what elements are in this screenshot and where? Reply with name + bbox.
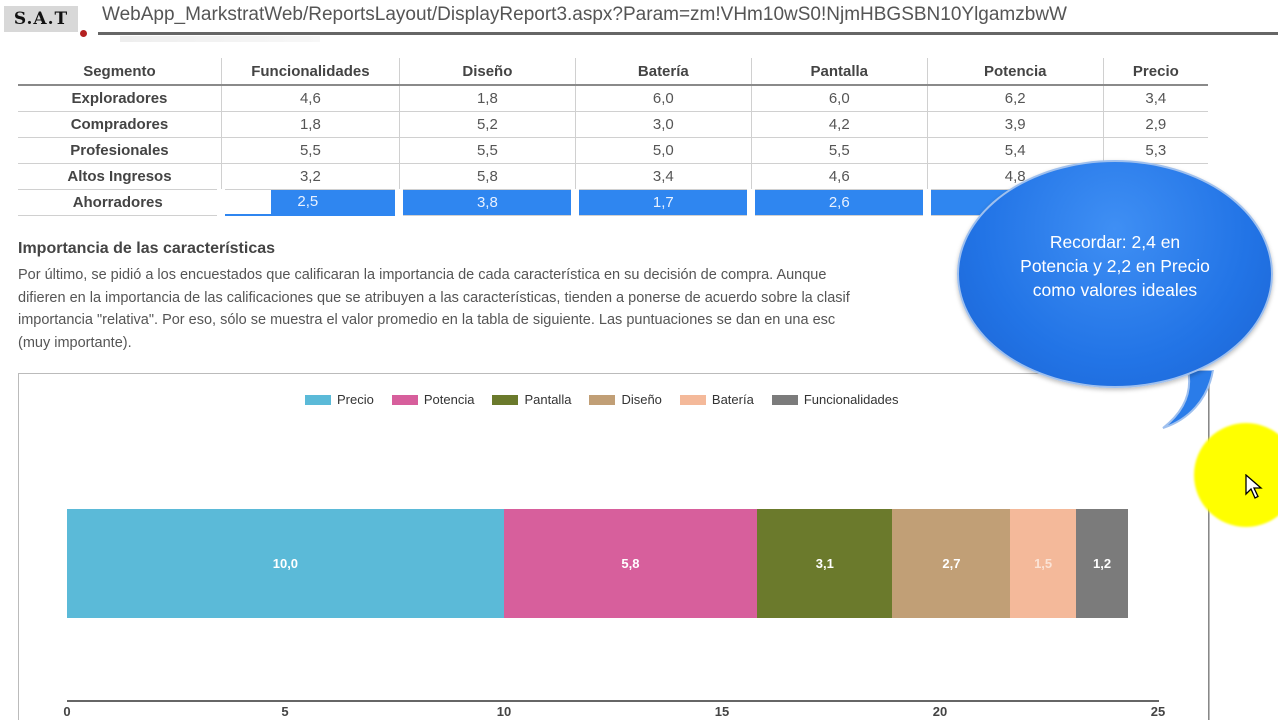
col-header: Batería — [574, 58, 752, 86]
bar-segment-precio: 10,0 — [67, 509, 504, 618]
col-header: Funcionalidades — [220, 58, 400, 86]
legend-label: Batería — [711, 392, 754, 407]
col-header: Precio — [1102, 58, 1208, 86]
legend-swatch-icon — [492, 394, 519, 405]
bar-segment-funcionalidades: 1,2 — [1075, 509, 1129, 618]
table-row: Exploradores 4,6 1,8 6,0 6,0 6,2 3,4 — [18, 85, 1208, 112]
chart-right-border — [1208, 380, 1209, 720]
address-bar: S.A.T WebApp_MarkstratWeb/ReportsLayout/… — [0, 0, 1278, 42]
cell: 3,4 — [574, 163, 752, 190]
x-tick: 5 — [281, 704, 289, 719]
cell: 5,5 — [398, 137, 576, 164]
col-header: Diseño — [398, 58, 576, 86]
legend-swatch-icon — [679, 394, 706, 405]
selected-cell[interactable]: 3,8 — [395, 189, 576, 216]
cell: 4,6 — [750, 163, 928, 190]
section-title: Importancia de las características — [18, 240, 276, 257]
cell: 5,2 — [398, 111, 576, 138]
legend-label: Diseño — [621, 392, 662, 407]
bar-segment-potencia: 5,8 — [503, 509, 758, 618]
url-divider — [98, 32, 1278, 35]
x-tick: 10 — [496, 704, 512, 719]
cell: 5,0 — [574, 137, 752, 164]
table-row: Profesionales 5,5 5,5 5,0 5,5 5,4 5,3 — [18, 137, 1208, 164]
legend-item-potencia: Potencia — [391, 392, 475, 407]
cell: 3,2 — [220, 163, 400, 190]
cell: 6,0 — [574, 85, 752, 112]
x-axis — [67, 700, 1159, 702]
legend-swatch-icon — [305, 394, 331, 405]
selected-cell[interactable]: 1,7 — [571, 189, 752, 216]
legend-item-funcionalidades: Funcionalidades — [771, 392, 899, 407]
segment-name: Profesionales — [18, 137, 222, 164]
cell: 5,5 — [220, 137, 400, 164]
sat-logo: S.A.T — [4, 6, 78, 32]
cursor-highlight — [1194, 423, 1278, 527]
legend-swatch-icon — [589, 394, 616, 405]
cell: 5,4 — [926, 137, 1104, 164]
table-header-row: Segmento Funcionalidades Diseño Batería … — [18, 58, 1208, 86]
faded-heading — [120, 36, 320, 42]
bar-segment-diseno: 2,7 — [892, 509, 1011, 618]
legend-swatch-icon — [391, 394, 418, 405]
paragraph-line: (muy importante). — [18, 334, 132, 351]
cell: 4,2 — [750, 111, 928, 138]
chart-legend: Precio Potencia Pantalla Diseño Batería … — [305, 392, 899, 407]
paragraph-line: Por último, se pidió a los encuestados q… — [18, 267, 827, 283]
callout-line: como valores ideales — [1032, 280, 1198, 300]
paragraph-line: importancia "relativa". Por eso, sólo se… — [18, 312, 836, 328]
x-tick: 20 — [932, 704, 948, 719]
legend-item-bateria: Batería — [679, 392, 754, 407]
col-header: Pantalla — [750, 58, 928, 86]
cell: 2,9 — [1102, 111, 1208, 138]
legend-item-diseno: Diseño — [589, 392, 662, 407]
legend-label: Funcionalidades — [803, 392, 899, 407]
mouse-pointer-icon — [1245, 474, 1263, 499]
cell: 5,3 — [1102, 137, 1208, 164]
cell: 5,8 — [398, 163, 576, 190]
stacked-bar: 10,0 5,8 3,1 2,7 1,5 1,2 — [67, 509, 1129, 618]
col-header: Segmento — [18, 58, 222, 86]
cell: 3,0 — [574, 111, 752, 138]
url-text[interactable]: WebApp_MarkstratWeb/ReportsLayout/Displa… — [102, 4, 1067, 25]
cell: 1,8 — [398, 85, 576, 112]
legend-label: Potencia — [423, 392, 475, 407]
callout-line: Recordar: 2,4 en — [1049, 232, 1181, 252]
callout-tail-icon — [1162, 370, 1215, 429]
legend-item-precio: Precio — [305, 392, 374, 407]
x-tick: 15 — [714, 704, 730, 719]
callout-bubble: Recordar: 2,4 en Potencia y 2,2 en Preci… — [957, 160, 1273, 388]
legend-item-pantalla: Pantalla — [492, 392, 571, 407]
cell: 4,6 — [220, 85, 400, 112]
cell: 3,9 — [926, 111, 1104, 138]
cell: 6,2 — [926, 85, 1104, 112]
x-tick: 25 — [1150, 704, 1166, 719]
legend-label: Pantalla — [524, 392, 572, 407]
bar-segment-pantalla: 3,1 — [757, 509, 893, 618]
section-body: Por último, se pidió a los encuestados q… — [18, 264, 978, 354]
bar-segment-bateria: 1,5 — [1010, 509, 1076, 618]
table-row: Compradores 1,8 5,2 3,0 4,2 3,9 2,9 — [18, 111, 1208, 138]
segment-name: Ahorradores — [18, 189, 222, 216]
segment-name: Altos Ingresos — [18, 163, 222, 190]
callout-line: Potencia y 2,2 en Precio — [1020, 256, 1210, 276]
segment-name: Exploradores — [18, 85, 222, 112]
callout-text: Recordar: 2,4 en Potencia y 2,2 en Preci… — [1020, 230, 1210, 302]
legend-swatch-icon — [771, 394, 798, 405]
cell: 1,8 — [220, 111, 400, 138]
paragraph-line: difieren en la importancia de las califi… — [18, 289, 850, 306]
logo-dot-icon — [80, 30, 87, 37]
selected-cell[interactable]: 2,5 — [217, 189, 400, 216]
cell: 3,4 — [1102, 85, 1208, 112]
segment-name: Compradores — [18, 111, 222, 138]
x-tick: 0 — [63, 704, 71, 719]
selected-cell[interactable]: 2,6 — [747, 189, 928, 216]
col-header: Potencia — [926, 58, 1104, 86]
legend-label: Precio — [337, 392, 374, 407]
cell: 6,0 — [750, 85, 928, 112]
cell: 5,5 — [750, 137, 928, 164]
